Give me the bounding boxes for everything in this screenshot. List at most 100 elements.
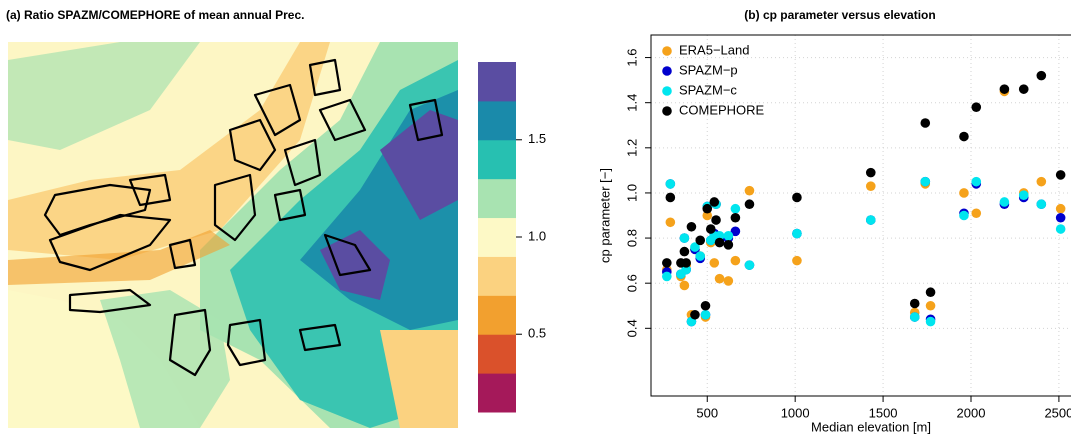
legend-label: SPAZM−c	[679, 82, 737, 97]
point	[1055, 203, 1066, 214]
scatter-title: (b) cp parameter versus elevation	[744, 8, 935, 22]
colorbar-tick-label: 0.5	[528, 326, 546, 341]
point	[909, 312, 920, 322]
point	[730, 203, 741, 214]
colorbar-bin	[478, 178, 516, 219]
legend-label: COMEPHORE	[679, 102, 765, 117]
point	[711, 215, 721, 225]
point	[865, 215, 876, 225]
point	[662, 258, 672, 268]
x-tick-label: 1500	[869, 405, 898, 420]
point	[690, 309, 700, 320]
point	[1036, 70, 1047, 81]
point	[959, 210, 969, 221]
colorbar-bin	[478, 139, 516, 180]
y-tick-label: 1.6	[624, 49, 639, 67]
point	[662, 271, 672, 282]
colorbar-bin	[478, 100, 516, 141]
point	[695, 235, 706, 246]
x-tick-label: 2500	[1044, 405, 1071, 420]
x-axis-label: Median elevation [m]	[811, 419, 931, 434]
point	[865, 167, 876, 178]
point	[681, 264, 691, 275]
colorbar-bin	[478, 217, 516, 257]
colorbar-bin	[478, 62, 516, 102]
point	[705, 224, 716, 234]
point	[925, 287, 936, 298]
plot-frame	[650, 34, 1071, 397]
colorbar-bin	[478, 256, 516, 296]
point	[1018, 190, 1029, 200]
point	[1036, 199, 1047, 210]
point	[679, 233, 690, 243]
colorbar-bin	[478, 334, 516, 374]
point	[1055, 212, 1066, 223]
point	[723, 240, 734, 250]
point	[665, 179, 676, 189]
point	[690, 242, 700, 252]
legend-label: ERA5−Land	[679, 42, 749, 57]
scatter-plot: 500 1000 1500 2000 2500 0.4 0.6 0.8 1.0 1.2 1.4 1.6…	[597, 34, 1071, 434]
point	[865, 181, 876, 191]
point	[709, 258, 720, 268]
point	[971, 102, 982, 112]
point	[1036, 176, 1047, 187]
point	[744, 260, 755, 270]
legend-marker	[662, 106, 672, 116]
point	[744, 185, 755, 196]
point	[1055, 224, 1066, 234]
point	[723, 231, 734, 241]
legend-marker	[662, 66, 672, 76]
point	[730, 226, 741, 237]
y-tick-label: 0.6	[624, 274, 639, 292]
point	[909, 298, 920, 309]
point	[920, 118, 931, 128]
point	[665, 217, 676, 228]
y-tick-label: 0.4	[624, 319, 639, 337]
legend-label: SPAZM−p	[679, 62, 738, 77]
point	[714, 237, 725, 248]
colorbar-tick-label: 1.5	[528, 131, 546, 146]
y-tick-label: 1.0	[624, 184, 639, 202]
point	[925, 316, 936, 327]
x-tick-label: 500	[696, 405, 718, 420]
point	[681, 258, 691, 268]
point	[792, 228, 802, 239]
point	[702, 210, 713, 221]
point	[714, 273, 725, 284]
point	[730, 212, 741, 223]
point	[679, 280, 690, 291]
y-tick-label: 0.8	[624, 229, 639, 247]
y-tick-label: 1.2	[624, 139, 639, 157]
y-tick-label: 1.4	[624, 94, 639, 112]
point	[792, 255, 802, 266]
legend-marker	[662, 46, 672, 56]
colorbar-bin	[478, 295, 516, 335]
point	[744, 199, 755, 210]
point	[702, 203, 713, 214]
point	[959, 131, 969, 142]
point	[925, 300, 936, 311]
point	[971, 176, 982, 187]
colorbar-bin	[478, 373, 516, 413]
point	[714, 231, 725, 241]
point	[665, 192, 676, 203]
point	[999, 84, 1010, 94]
map-raster	[8, 42, 458, 428]
point	[723, 276, 734, 286]
point	[920, 176, 931, 187]
colorbar-tick-label: 1.0	[528, 228, 546, 243]
point	[792, 192, 802, 203]
point	[1055, 170, 1066, 180]
point	[999, 197, 1010, 207]
map-title: (a) Ratio SPAZM/COMEPHORE of mean annual…	[6, 8, 305, 22]
point	[695, 251, 706, 261]
legend-marker	[662, 86, 672, 96]
point	[709, 197, 720, 207]
point	[700, 309, 711, 320]
x-tick-label: 1000	[781, 405, 810, 420]
point	[971, 208, 982, 219]
point	[730, 255, 741, 266]
point	[679, 246, 690, 257]
